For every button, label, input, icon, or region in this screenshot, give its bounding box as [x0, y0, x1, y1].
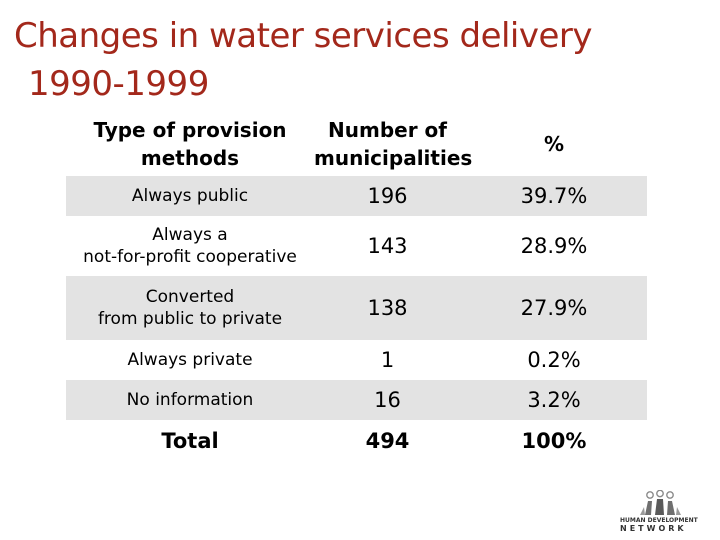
row-method-line2: not-for-profit cooperative	[83, 247, 297, 267]
row-method-line1: Converted	[145, 287, 235, 307]
header-provision-method: Type of provision methods	[93, 118, 287, 170]
row-method: Converted from public to private	[66, 276, 314, 340]
human-development-network-logo: HUMAN DEVELOPMENT NETWORK	[620, 490, 704, 534]
row-percent: 28.9%	[520, 234, 588, 258]
row-method: Always public	[66, 176, 314, 216]
row-count: 1	[380, 348, 395, 372]
table-row: No information 16 3.2%	[66, 380, 647, 420]
row-count: 196	[314, 176, 461, 216]
row-method: Always private	[127, 350, 253, 370]
table-row: Converted from public to private 138 27.…	[66, 276, 647, 340]
header-number-of-municipalities: Number of municipalities	[314, 118, 473, 170]
table-row: Always private 1 0.2%	[66, 340, 647, 380]
slide-title-line1: Changes in water services delivery	[14, 16, 593, 56]
row-method-line1: Always a	[152, 225, 228, 245]
row-percent: 0.2%	[527, 348, 581, 372]
header-percent: %	[543, 132, 565, 156]
slide-title-line2: 1990-1999	[28, 64, 209, 104]
row-count: 16	[314, 380, 461, 420]
total-count: 494	[365, 429, 410, 453]
table-row: Always a not-for-profit cooperative 143 …	[66, 216, 647, 276]
provision-methods-table: Type of provision methods Number of muni…	[66, 112, 647, 462]
table-header-row: Type of provision methods Number of muni…	[66, 112, 647, 176]
row-method: No information	[66, 380, 314, 420]
people-figures-icon	[640, 490, 681, 515]
logo-text-line1: HUMAN DEVELOPMENT	[620, 517, 698, 524]
row-count: 143	[367, 234, 408, 258]
row-percent: 27.9%	[461, 276, 647, 340]
slide-title: Changes in water services delivery 1990-…	[14, 12, 704, 108]
row-percent: 39.7%	[461, 176, 647, 216]
table-row: Always public 196 39.7%	[66, 176, 647, 216]
logo-text-line2: NETWORK	[620, 524, 687, 533]
row-method-line2: from public to private	[97, 309, 283, 329]
row-count: 138	[314, 276, 461, 340]
total-label: Total	[161, 429, 219, 453]
total-percent: 100%	[521, 429, 587, 453]
table-total-row: Total 494 100%	[66, 420, 647, 462]
row-method: Always a not-for-profit cooperative	[66, 216, 314, 276]
row-percent: 3.2%	[461, 380, 647, 420]
